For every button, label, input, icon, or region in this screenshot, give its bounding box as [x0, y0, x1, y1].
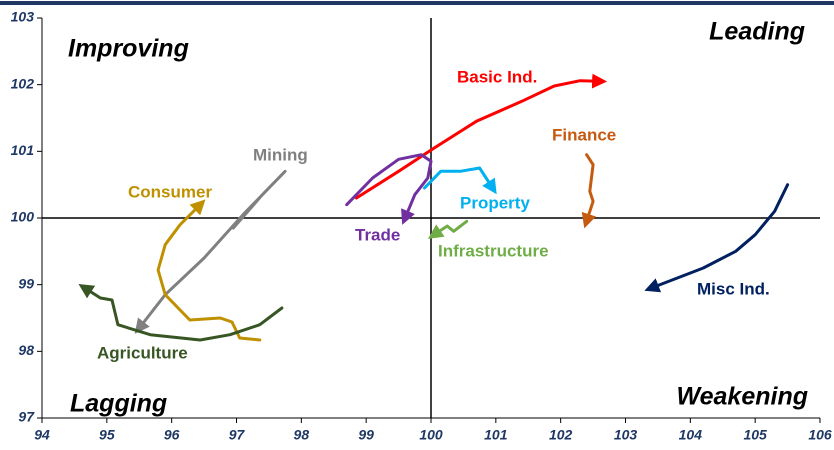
x-tick-label: 96 — [164, 427, 180, 443]
series-label: Trade — [355, 225, 400, 244]
x-tick-label: 95 — [99, 427, 115, 443]
series-label: Basic Ind. — [457, 67, 537, 86]
y-tick-label: 102 — [11, 75, 35, 91]
x-tick-label: 105 — [743, 427, 767, 443]
x-tick-label: 99 — [358, 427, 374, 443]
y-tick-label: 100 — [11, 209, 35, 225]
tail-line — [427, 219, 469, 239]
series-label: Misc Ind. — [697, 279, 770, 298]
quadrant-label: Improving — [68, 35, 189, 63]
y-tick-label: 101 — [11, 142, 35, 158]
x-tick-label: 101 — [484, 427, 508, 443]
series-label: Property — [460, 193, 530, 212]
tail-line — [156, 199, 262, 342]
series-label: Mining — [253, 145, 308, 164]
series-label: Infrastructure — [438, 241, 549, 260]
tail-line — [581, 153, 597, 229]
x-tick-label: 103 — [614, 427, 638, 443]
x-tick-label: 98 — [294, 427, 310, 443]
series-label: Finance — [552, 125, 616, 144]
y-tick-label: 99 — [18, 275, 34, 291]
quadrant-label: Lagging — [70, 390, 167, 418]
series-label: Consumer — [128, 182, 212, 201]
y-tick-label: 103 — [11, 9, 35, 25]
tail-line — [134, 169, 287, 334]
x-tick-label: 106 — [808, 427, 832, 443]
y-tick-label: 97 — [18, 409, 35, 425]
x-tick-label: 102 — [549, 427, 573, 443]
quadrant-label: Leading — [709, 18, 805, 46]
x-tick-label: 97 — [229, 427, 246, 443]
tail-line — [78, 283, 284, 342]
tail-line — [423, 166, 497, 195]
x-tick-label: 94 — [34, 427, 50, 443]
series-label: Agriculture — [97, 343, 188, 362]
x-tick-label: 104 — [679, 427, 703, 443]
y-tick-label: 98 — [18, 342, 34, 358]
tail-line — [644, 183, 790, 293]
x-tick-label: 100 — [419, 427, 443, 443]
tail-line — [354, 73, 608, 200]
quadrant-label: Weakening — [676, 383, 808, 411]
tail-line — [345, 153, 433, 225]
